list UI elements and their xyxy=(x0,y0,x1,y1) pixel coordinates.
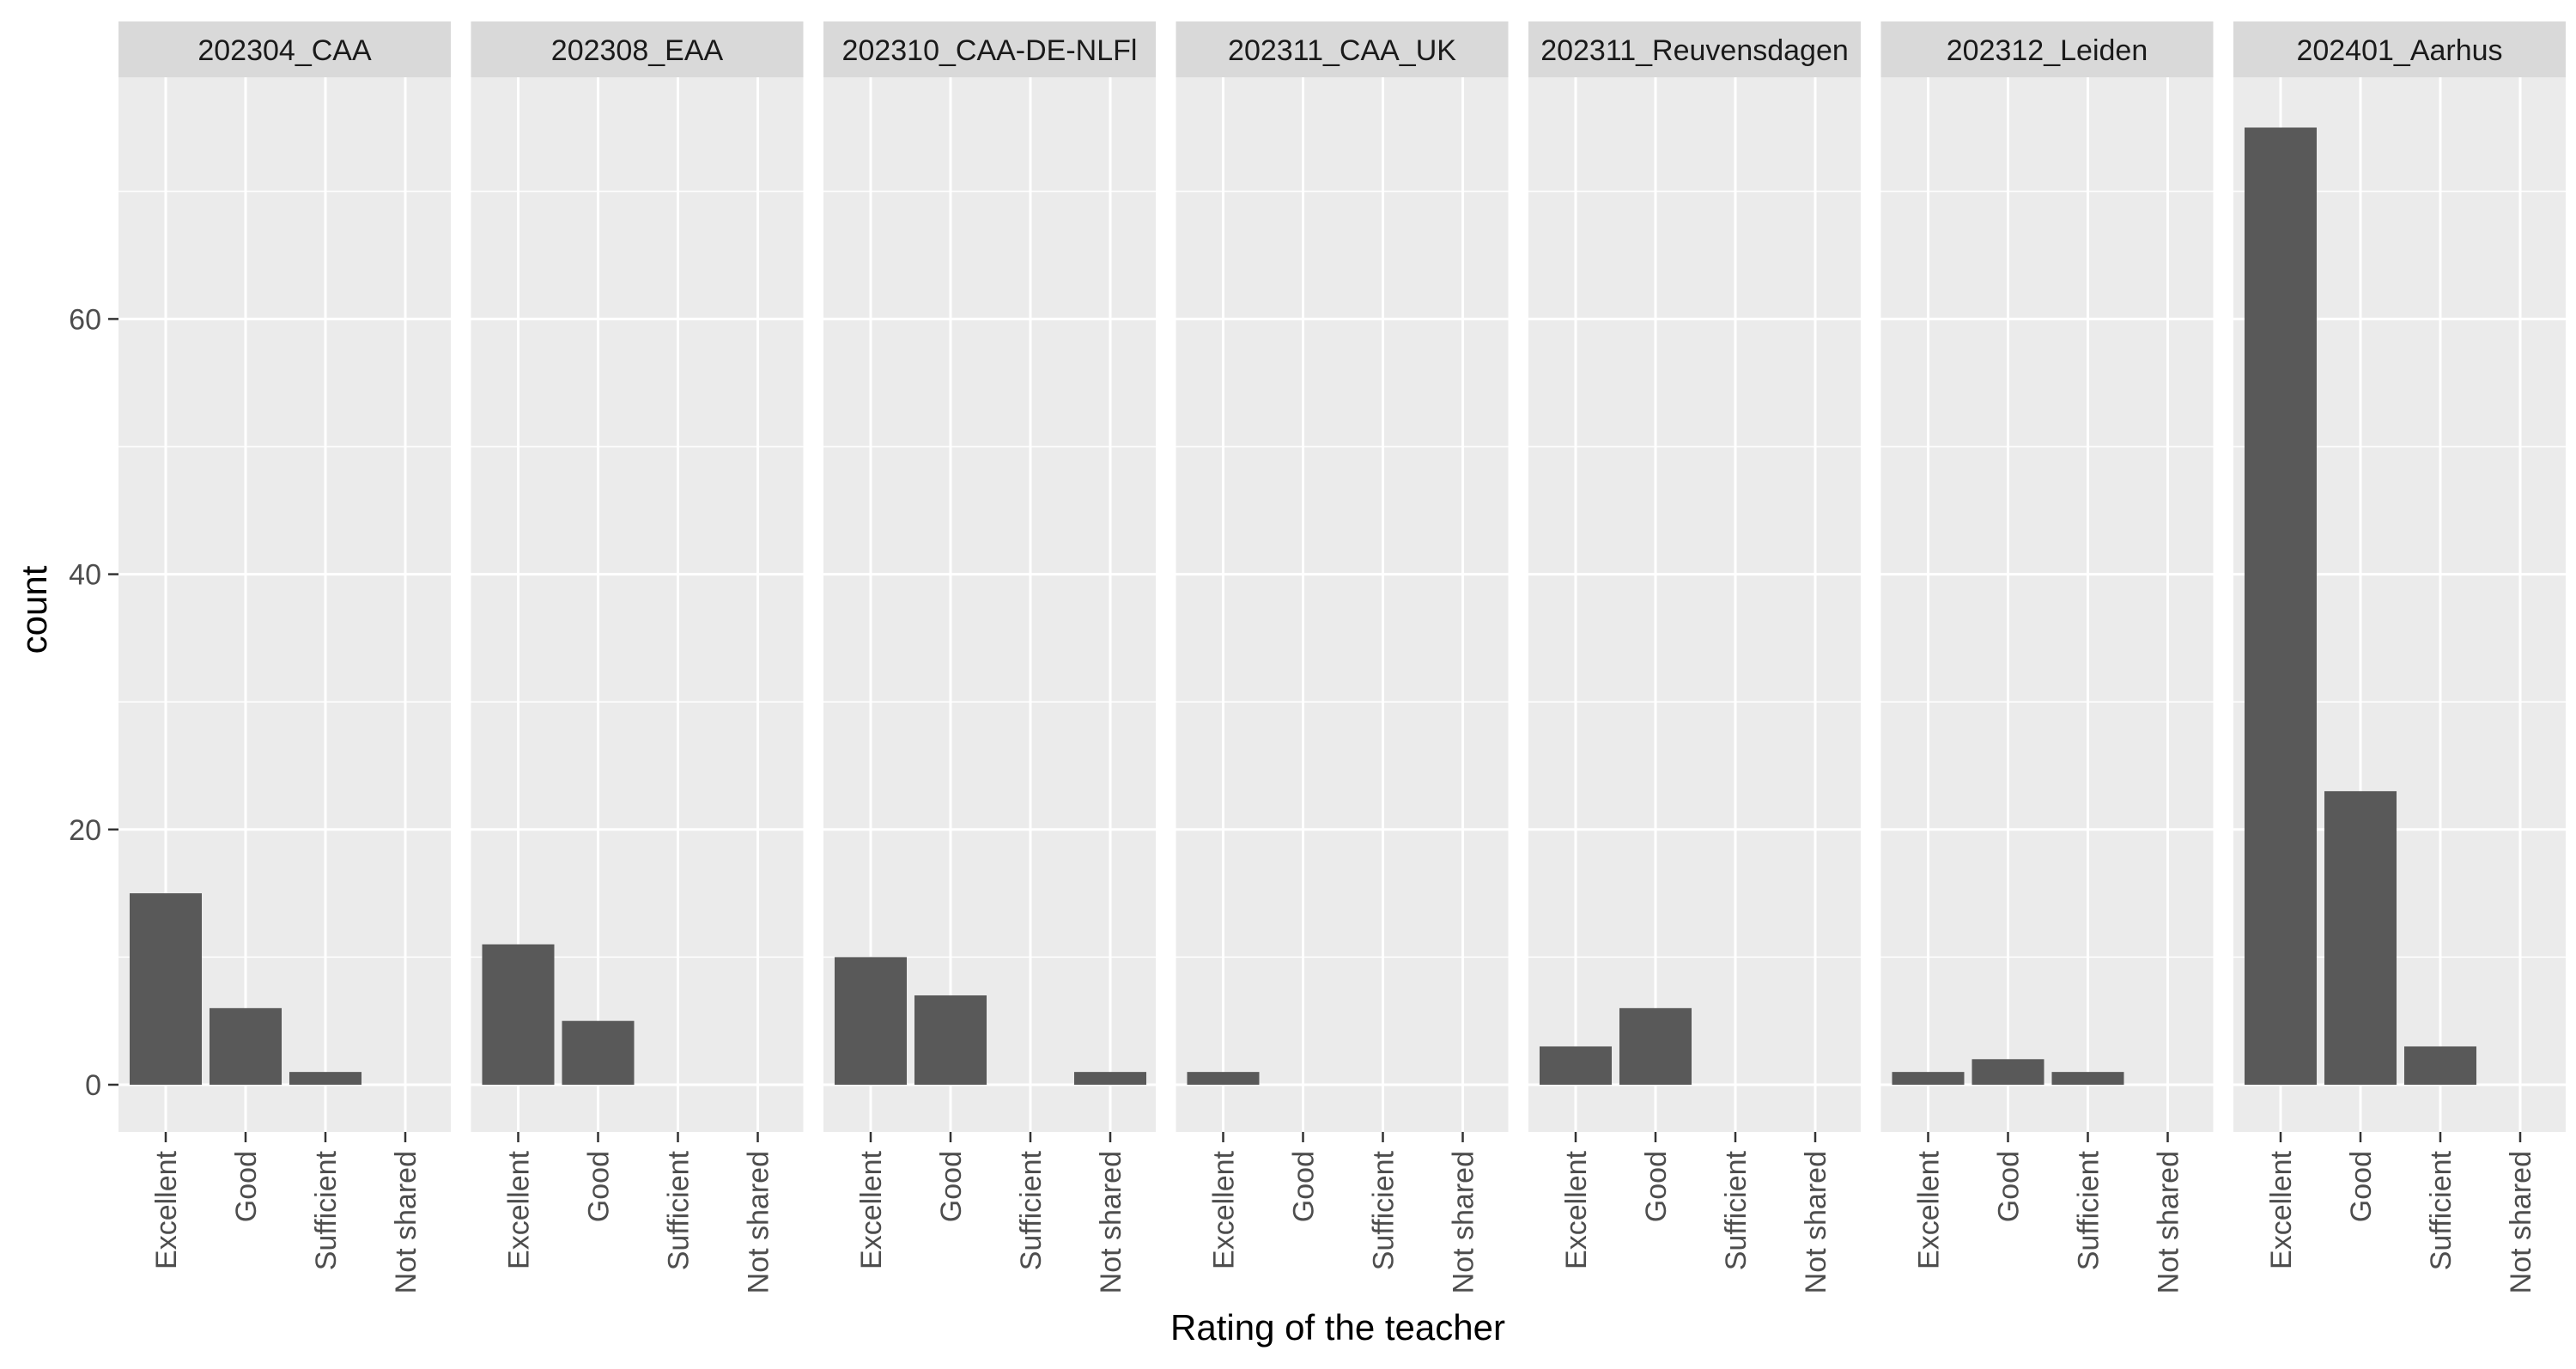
facet-panel: 202308_EAA Excellent Good Sufficient Not sha… xyxy=(471,21,804,1293)
facet-strip xyxy=(118,21,451,77)
bar xyxy=(835,957,907,1085)
x-tick-label: Excellent xyxy=(1208,1150,1241,1269)
panel-background xyxy=(1880,77,2214,1132)
x-tick-label: Not shared xyxy=(743,1151,775,1293)
x-tick-label: Excellent xyxy=(150,1150,183,1269)
x-tick-label: Sufficient xyxy=(1720,1150,1753,1270)
x-tick-label: Good xyxy=(2345,1151,2378,1222)
facet-strip-label: 202311_CAA_UK xyxy=(1228,34,1456,67)
x-tick-label: Good xyxy=(935,1151,968,1222)
x-tick-label: Not shared xyxy=(1095,1151,1127,1293)
facet-strip xyxy=(823,21,1156,77)
x-tick-label: Sufficient xyxy=(1368,1150,1400,1270)
y-axis-title: count xyxy=(14,565,54,654)
x-tick-label: Sufficient xyxy=(2425,1150,2458,1270)
bar xyxy=(1892,1072,1965,1085)
facet-strip xyxy=(2233,21,2566,77)
facet-strip xyxy=(1528,21,1861,77)
facet-panel: 202401_Aarhus Excellent Good Sufficient Not … xyxy=(2233,21,2566,1293)
bar xyxy=(1540,1046,1612,1085)
x-tick-label: Good xyxy=(1993,1151,2026,1222)
facet-panel: 202311_Reuvensdagen Excellent Good Sufficie… xyxy=(1528,21,1861,1293)
x-tick-label: Excellent xyxy=(1913,1150,1946,1269)
bar xyxy=(482,944,555,1085)
facet-strip-label: 202401_Aarhus xyxy=(2296,34,2502,67)
y-tick-label: 60 xyxy=(69,303,101,336)
x-tick-label: Good xyxy=(230,1151,263,1222)
bar xyxy=(210,1007,282,1085)
facet-strip xyxy=(471,21,804,77)
facet-strip-label: 202311_Reuvensdagen xyxy=(1540,34,1849,67)
x-tick-label: Not shared xyxy=(2153,1151,2185,1293)
bar xyxy=(914,995,987,1085)
bar xyxy=(2324,791,2397,1085)
x-tick-label: Not shared xyxy=(390,1151,422,1293)
bar xyxy=(289,1072,361,1085)
y-tick-label: 20 xyxy=(69,814,101,847)
x-tick-label: Good xyxy=(583,1151,616,1222)
x-tick-label: Excellent xyxy=(503,1150,536,1269)
x-axis-title: Rating of the teacher xyxy=(1170,1307,1505,1348)
bar xyxy=(1971,1059,2044,1085)
y-tick-label: 0 xyxy=(85,1069,101,1102)
panel-background xyxy=(823,77,1156,1132)
x-tick-label: Sufficient xyxy=(310,1150,343,1270)
x-tick-label: Sufficient xyxy=(2073,1150,2105,1270)
facet-panel: 202312_Leiden Excellent Good Sufficient Not … xyxy=(1880,21,2214,1293)
x-tick-label: Excellent xyxy=(2265,1150,2298,1269)
y-axis: 0 20 40 60 xyxy=(69,303,118,1102)
facet-strip xyxy=(1880,21,2214,77)
panel-background xyxy=(1528,77,1861,1132)
x-tick-label: Not shared xyxy=(2505,1151,2537,1293)
y-tick-label: 40 xyxy=(69,559,101,592)
facet-panel: 202311_CAA_UK Excellent Good Sufficient Not … xyxy=(1176,21,1509,1293)
bar xyxy=(1074,1072,1146,1085)
x-tick-label: Not shared xyxy=(1800,1151,1832,1293)
x-tick-label: Good xyxy=(1288,1151,1321,1222)
facet-strip-label: 202308_EAA xyxy=(551,34,724,67)
x-tick-label: Excellent xyxy=(855,1150,888,1269)
bar xyxy=(2245,127,2317,1085)
facet-panel: 202310_CAA-DE-NLFl Excellent Good Sufficien… xyxy=(823,21,1156,1293)
x-tick-label: Good xyxy=(1640,1151,1673,1222)
bar xyxy=(2051,1072,2124,1085)
x-tick-label: Sufficient xyxy=(663,1150,696,1270)
x-tick-label: Not shared xyxy=(1448,1151,1480,1293)
x-tick-label: Excellent xyxy=(1560,1150,1593,1269)
facet-strip-label: 202312_Leiden xyxy=(1947,34,2148,67)
bar xyxy=(2404,1046,2476,1085)
bar xyxy=(1619,1007,1692,1085)
bar xyxy=(1187,1072,1260,1085)
facet-strip-label: 202310_CAA-DE-NLFl xyxy=(842,34,1138,67)
facet-panels: 202304_CAA Excellent Good Sufficient Not sha… xyxy=(118,21,2566,1293)
bar xyxy=(130,893,202,1085)
bar xyxy=(562,1020,635,1085)
facet-strip-label: 202304_CAA xyxy=(197,34,372,67)
facet-strip xyxy=(1176,21,1509,77)
x-tick-label: Sufficient xyxy=(1015,1150,1048,1270)
panel-background xyxy=(1176,77,1509,1132)
facet-panel: 202304_CAA Excellent Good Sufficient Not sha… xyxy=(118,21,451,1293)
